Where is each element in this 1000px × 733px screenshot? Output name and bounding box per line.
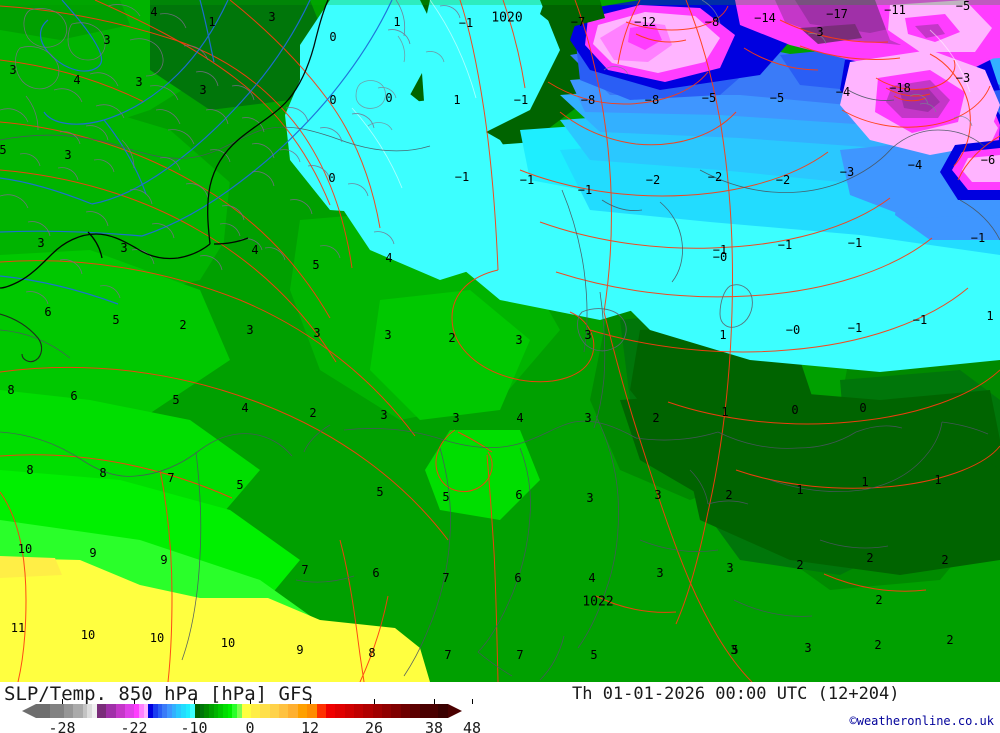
- color-swatch: [307, 704, 317, 718]
- scale-tick: [62, 699, 63, 704]
- scale-tick-label: 38: [424, 719, 444, 733]
- color-swatch: [288, 704, 298, 718]
- color-swatch: [134, 704, 139, 718]
- color-swatch: [269, 704, 280, 718]
- color-swatch: [96, 704, 107, 718]
- color-swatch: [124, 704, 135, 718]
- scale-tick: [250, 699, 251, 704]
- color-swatch: [410, 704, 420, 718]
- color-swatch: [237, 704, 242, 718]
- scale-tick: [310, 699, 311, 704]
- color-swatch: [372, 704, 383, 718]
- valid-datetime: Th 01-01-2026 00:00 UTC (12+204): [572, 684, 900, 704]
- color-swatch: [115, 704, 125, 718]
- map-footer: SLP/Temp. 850 hPa [hPa] GFS Th 01-01-202…: [0, 682, 1000, 733]
- scale-tick: [374, 699, 375, 704]
- scale-tick-label: -28: [48, 719, 76, 733]
- color-swatch: [391, 704, 401, 718]
- scale-tick-label: -22: [120, 719, 148, 733]
- color-swatch: [419, 704, 439, 718]
- scale-tick-label: 12: [300, 719, 320, 733]
- color-swatch: [208, 704, 214, 718]
- color-swatch: [344, 704, 354, 718]
- color-swatch: [204, 704, 209, 718]
- map-graphics: [0, 0, 1000, 682]
- color-swatch: [82, 704, 88, 718]
- color-swatch: [232, 704, 238, 718]
- color-swatch: [73, 704, 83, 718]
- chart-title: SLP/Temp. 850 hPa [hPa] GFS: [4, 683, 313, 705]
- scale-tick-label: 48: [462, 719, 482, 733]
- color-swatch: [382, 704, 392, 718]
- color-swatch: [148, 704, 153, 718]
- scale-tick: [134, 699, 135, 704]
- color-swatch: [64, 704, 74, 718]
- color-swatch: [138, 704, 144, 718]
- color-swatch: [87, 704, 93, 718]
- color-swatch: [218, 704, 223, 718]
- color-swatch: [400, 704, 411, 718]
- color-swatch: [335, 704, 345, 718]
- color-swatch: [363, 704, 373, 718]
- color-swatch: [279, 704, 289, 718]
- color-swatch: [325, 704, 336, 718]
- color-swatch: [251, 704, 261, 718]
- color-swatch: [166, 704, 172, 718]
- color-swatch: [157, 704, 163, 718]
- color-swatch: [199, 704, 205, 718]
- color-swatch: [176, 704, 181, 718]
- scale-tick-label: -10: [180, 719, 208, 733]
- scale-tick: [472, 699, 473, 704]
- color-swatch: [92, 704, 97, 718]
- scale-tick-label: 0: [245, 719, 255, 733]
- color-swatch: [180, 704, 186, 718]
- color-swatch: [162, 704, 167, 718]
- color-scale-swatches: [36, 704, 448, 718]
- color-swatch: [260, 704, 270, 718]
- color-swatch: [316, 704, 326, 718]
- color-swatch: [50, 704, 65, 718]
- scale-tick: [434, 699, 435, 704]
- color-swatch: [190, 704, 195, 718]
- color-scale-legend: -28 -22 -10 0 12 26 38 48: [22, 699, 481, 733]
- color-swatch: [152, 704, 158, 718]
- color-swatch: [438, 704, 448, 718]
- color-swatch: [194, 704, 200, 718]
- scale-underflow-arrow: [22, 704, 36, 718]
- color-swatch: [143, 704, 149, 718]
- color-swatch: [185, 704, 191, 718]
- copyright-notice: ©weatheronline.co.uk: [849, 714, 995, 728]
- weather-map-canvas[interactable]: 4 1 3 0 1 −1 −7 −12 −8 −14 −17 −11 −5 3 3 −3 0 0 1 −1 −5 −5 −4…: [0, 0, 1000, 682]
- scale-tick: [194, 699, 195, 704]
- color-swatch: [223, 704, 228, 718]
- color-swatch: [213, 704, 219, 718]
- color-swatch: [36, 704, 51, 718]
- color-swatch: [241, 704, 252, 718]
- color-swatch: [297, 704, 308, 718]
- color-swatch: [106, 704, 116, 718]
- color-swatch: [171, 704, 177, 718]
- color-swatch: [354, 704, 364, 718]
- scale-overflow-arrow: [448, 704, 462, 718]
- color-swatch: [227, 704, 233, 718]
- scale-tick-label: 26: [364, 719, 384, 733]
